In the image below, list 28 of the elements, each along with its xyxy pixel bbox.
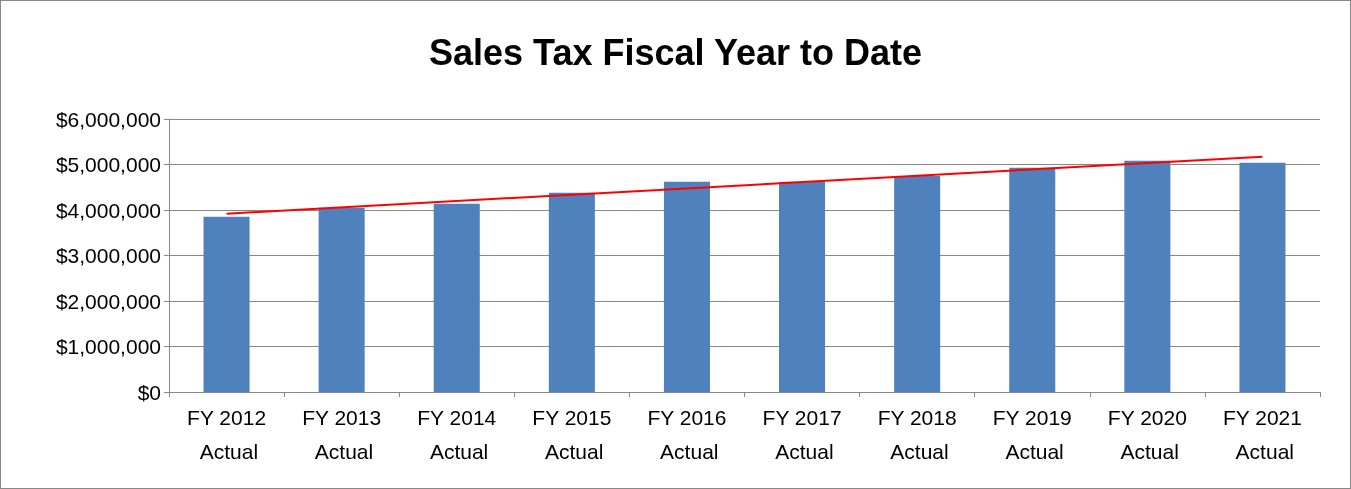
- x-tick-label: FY 2015 Actual: [532, 405, 612, 463]
- x-tick-label: FY 2012 Actual: [187, 405, 267, 463]
- x-tick-label: FY 2013 Actual: [302, 405, 382, 463]
- bar: [548, 192, 595, 392]
- y-tick-label: $1,000,000: [55, 335, 161, 358]
- x-tick-label: FY 2017 Actual: [762, 405, 842, 463]
- x-tick-label: FY 2021 Actual: [1222, 405, 1302, 463]
- bar: [318, 207, 365, 392]
- y-tick-label: $4,000,000: [55, 198, 161, 222]
- x-tick-label: FY 2020 Actual: [1107, 405, 1187, 463]
- bar: [433, 203, 480, 392]
- bar: [894, 175, 941, 392]
- x-tick-label: FY 2016 Actual: [647, 405, 727, 463]
- chart-title: Sales Tax Fiscal Year to Date: [429, 31, 922, 73]
- y-tick-label: $5,000,000: [55, 153, 161, 176]
- bar: [203, 216, 250, 392]
- x-tick-label: FY 2019 Actual: [992, 405, 1072, 463]
- bar: [1239, 162, 1286, 392]
- bar: [663, 181, 710, 392]
- bar: [1124, 160, 1171, 392]
- x-tick-label: FY 2018 Actual: [877, 405, 957, 463]
- x-tick-label: FY 2014 Actual: [417, 405, 497, 463]
- y-tick-label: $3,000,000: [55, 244, 161, 267]
- bar: [1009, 167, 1056, 392]
- y-tick-label: $6,000,000: [55, 107, 161, 131]
- y-tick-label: $2,000,000: [55, 289, 161, 313]
- y-tick-label: $0: [137, 380, 161, 404]
- bar: [779, 181, 826, 392]
